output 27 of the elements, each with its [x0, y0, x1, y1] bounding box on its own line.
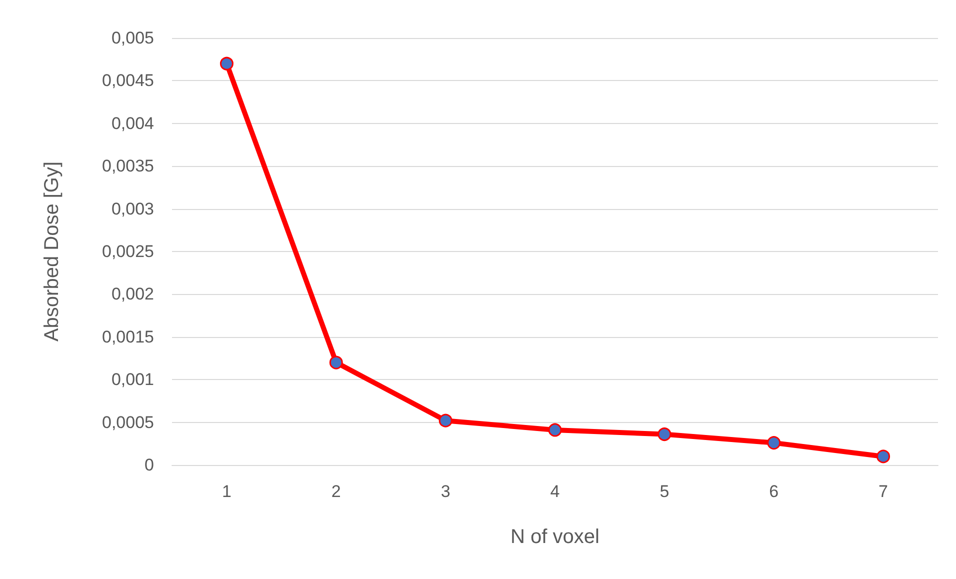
y-tick-label: 0,0015: [102, 327, 154, 346]
point: [438, 414, 452, 428]
x-tick-label: 3: [440, 482, 450, 501]
point: [658, 428, 672, 442]
x-tick-label: 2: [331, 482, 341, 501]
y-tick-label: 0,003: [111, 199, 154, 218]
y-tick-label: 0,002: [111, 284, 154, 304]
x-axis-title: N of voxel: [510, 526, 600, 548]
y-tick-label: 0,0035: [102, 156, 154, 176]
y-tick-label: 0,0025: [102, 242, 154, 261]
point: [548, 423, 562, 437]
point: [767, 436, 781, 450]
y-tick-label: 0: [144, 456, 154, 474]
point: [329, 356, 343, 370]
y-tick-label: 0,005: [111, 28, 154, 48]
y-tick-label: 0,004: [111, 114, 154, 133]
y-tick-label: 0,0005: [102, 412, 154, 432]
x-tick-label: 7: [878, 482, 888, 501]
point: [220, 56, 234, 70]
x-tick-label: 6: [769, 482, 779, 501]
point: [876, 450, 890, 464]
y-tick-label: 0,0045: [102, 71, 154, 90]
x-tick-label: 1: [222, 482, 232, 501]
x-tick-label: 4: [550, 482, 560, 501]
y-tick-label: 0,001: [111, 370, 154, 390]
y-axis-title: Absorbed Dose [Gy]: [41, 161, 63, 342]
x-tick-label: 5: [660, 482, 670, 501]
